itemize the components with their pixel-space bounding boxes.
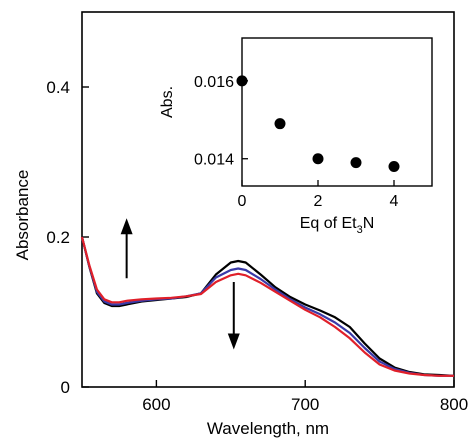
main-y-ticks: 0 0.2 0.4 — [46, 78, 89, 397]
inset-x-tick-label: 0 — [238, 193, 247, 210]
arrow-up — [120, 218, 133, 279]
main-y-tick-label: 0.4 — [46, 78, 70, 97]
main-x-tick-label: 800 — [440, 395, 468, 414]
inset-y-tick-label: 0.016 — [194, 74, 234, 91]
spectrum-line-3 — [80, 236, 454, 377]
inset-x-tick-label: 2 — [314, 193, 323, 210]
inset-x-label-subscript: 3 — [357, 224, 363, 236]
inset-x-tick-label: 4 — [390, 193, 399, 210]
main-x-tick-label: 700 — [291, 395, 319, 414]
inset-x-axis-label: Eq of Et3N — [300, 215, 375, 236]
main-y-axis-label: Absorbance — [13, 170, 32, 261]
inset-x-label-part-2: N — [363, 215, 375, 232]
inset-data-point — [236, 75, 248, 87]
inset-x-label-part-1: Eq of Et — [300, 215, 357, 232]
spectrum-line-2 — [80, 236, 454, 377]
annotation-arrows — [120, 218, 240, 350]
inset-points-group — [236, 75, 400, 173]
inset-background — [242, 38, 432, 186]
inset-y-tick-label: 0.014 — [194, 152, 234, 169]
inset-data-point — [388, 161, 400, 173]
main-plot-frame — [81, 11, 455, 388]
inset-y-axis-label: Abs. — [159, 86, 176, 118]
inset-x-ticks: 0 2 4 — [238, 180, 399, 210]
arrow-up-head — [120, 218, 133, 235]
main-y-tick-label: 0.2 — [46, 228, 70, 247]
arrow-down-head — [227, 333, 240, 350]
inset-data-point — [350, 157, 362, 169]
main-y-tick-label: 0 — [61, 378, 70, 397]
main-x-axis-label: Wavelength, nm — [207, 419, 329, 438]
spectrum-line-1 — [80, 236, 455, 377]
main-x-ticks: 600 700 800 — [142, 380, 468, 414]
inset-y-ticks: 0.014 0.016 — [194, 74, 248, 169]
inset-data-point — [312, 153, 324, 165]
arrow-down — [227, 282, 240, 350]
main-series-group — [80, 236, 455, 377]
main-x-tick-label: 600 — [142, 395, 170, 414]
inset-plot-frame — [241, 37, 433, 187]
inset-data-point — [274, 118, 286, 130]
